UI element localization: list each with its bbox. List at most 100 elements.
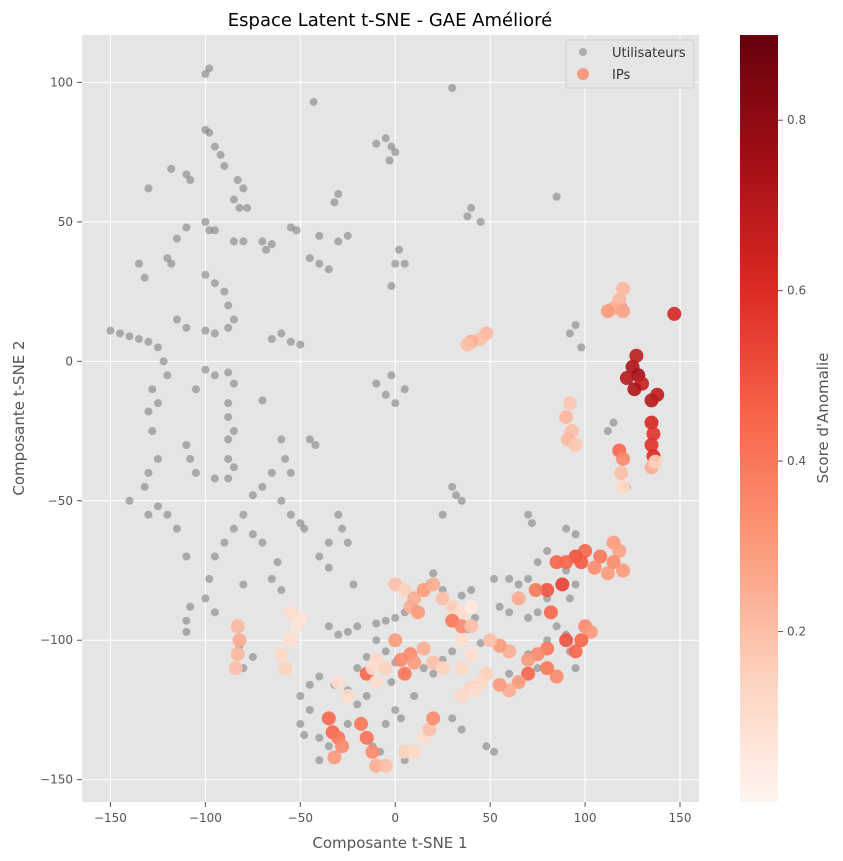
user-point [182, 170, 191, 179]
ip-point [619, 371, 634, 386]
y-tick-label: 100 [50, 75, 73, 89]
user-point [106, 326, 115, 335]
ip-point [230, 619, 245, 634]
user-point [248, 652, 257, 661]
user-point [167, 164, 176, 173]
y-tick-label: −100 [40, 633, 73, 647]
user-point [144, 468, 153, 477]
user-point [159, 357, 168, 366]
ip-point [283, 633, 298, 648]
ip-point [327, 750, 342, 765]
user-point [201, 70, 210, 79]
user-point [524, 613, 533, 622]
user-point [134, 259, 143, 268]
x-tick-label: −150 [94, 811, 127, 825]
user-point [148, 427, 157, 436]
user-point [191, 385, 200, 394]
user-point [229, 427, 238, 436]
ip-point [616, 479, 631, 494]
user-point [201, 594, 210, 603]
user-point [603, 427, 612, 436]
user-point [292, 226, 301, 235]
user-point [296, 719, 305, 728]
user-point [224, 399, 233, 408]
user-point [277, 586, 286, 595]
ip-point [274, 647, 289, 662]
user-point [229, 315, 238, 324]
x-tick-label: 0 [391, 811, 399, 825]
user-point [362, 692, 371, 701]
ip-point [464, 619, 479, 634]
user-point [186, 454, 195, 463]
user-point [210, 279, 219, 288]
user-point [296, 519, 305, 528]
ip-point [549, 555, 564, 570]
ip-point [568, 437, 583, 452]
user-point [381, 390, 390, 399]
ip-point [365, 661, 380, 676]
user-point [216, 150, 225, 159]
user-point [267, 574, 276, 583]
user-point [448, 83, 457, 92]
ip-point [562, 396, 577, 411]
user-point [387, 371, 396, 380]
user-point [309, 97, 318, 106]
ip-point [568, 644, 583, 659]
user-point [182, 440, 191, 449]
user-point [220, 287, 229, 296]
user-point [343, 627, 352, 636]
user-point [315, 733, 324, 742]
user-point [338, 524, 347, 533]
user-point [315, 231, 324, 240]
user-point [396, 714, 405, 723]
user-point [229, 463, 238, 472]
x-tick-label: 150 [669, 811, 692, 825]
user-point [239, 237, 248, 246]
user-point [391, 705, 400, 714]
user-point [533, 608, 542, 617]
user-point [372, 139, 381, 148]
user-point [476, 639, 485, 648]
ip-point [492, 677, 507, 692]
user-point [191, 468, 200, 477]
user-point [239, 184, 248, 193]
user-point [334, 237, 343, 246]
user-point [210, 329, 219, 338]
ip-point [616, 563, 631, 578]
user-point [248, 530, 257, 539]
user-point [300, 731, 309, 740]
user-point [186, 602, 195, 611]
user-point [381, 134, 390, 143]
legend-label-utilisateurs: Utilisateurs [612, 46, 686, 61]
user-point [144, 510, 153, 519]
user-point [334, 510, 343, 519]
user-point [229, 379, 238, 388]
ip-point [629, 348, 644, 363]
user-point [533, 558, 542, 567]
x-tick-label: −100 [189, 811, 222, 825]
x-axis-label: Composante t-SNE 1 [312, 834, 467, 852]
x-axis-ticks: −150 −100 −50 0 50 100 150 [94, 802, 691, 825]
user-point [315, 552, 324, 561]
user-point [391, 613, 400, 622]
user-point [552, 622, 561, 631]
user-point [286, 337, 295, 346]
user-point [330, 198, 339, 207]
user-point [305, 680, 314, 689]
user-point [277, 435, 286, 444]
user-point [229, 195, 238, 204]
user-point [224, 454, 233, 463]
ip-point [454, 689, 469, 704]
user-point [343, 231, 352, 240]
user-point [362, 652, 371, 661]
user-point [229, 524, 238, 533]
user-point [172, 315, 181, 324]
user-point [210, 552, 219, 561]
user-point [343, 719, 352, 728]
ip-point [467, 683, 482, 698]
ip-point [454, 661, 469, 676]
user-point [609, 418, 618, 427]
user-point [505, 574, 514, 583]
user-point [524, 510, 533, 519]
